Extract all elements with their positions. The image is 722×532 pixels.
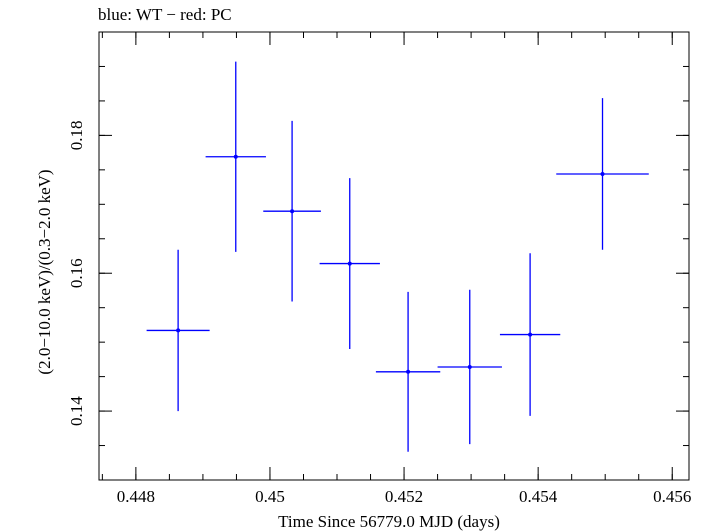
data-series [146, 61, 649, 452]
plot-frame [98, 31, 690, 481]
data-point [600, 171, 605, 176]
y-axis-label: (2.0−10.0 keV)/(0.3−2.0 keV) [35, 169, 54, 374]
data-point [406, 369, 411, 374]
y-tick-label: 0.14 [67, 396, 86, 426]
x-tick-label: 0.45 [255, 487, 285, 506]
y-tick-label: 0.18 [67, 121, 86, 151]
x-tick-label: 0.454 [519, 487, 558, 506]
tick-labels: 0.448 0.45 0.452 0.454 0.456 0.14 0.16 0.18 [67, 121, 691, 506]
x-tick-label: 0.456 [653, 487, 691, 506]
data-point [467, 364, 472, 369]
data-point [290, 209, 295, 214]
chart-title: blue: WT − red: PC [98, 5, 232, 24]
data-point [176, 328, 181, 333]
y-tick-label: 0.16 [67, 258, 86, 288]
x-tick-label: 0.452 [385, 487, 423, 506]
plot-border [98, 31, 690, 481]
data-series-group [146, 61, 649, 452]
x-tick-label: 0.448 [117, 487, 155, 506]
data-point [233, 154, 238, 159]
data-point [347, 261, 352, 266]
data-point [528, 332, 533, 337]
x-axis-label: Time Since 56779.0 MJD (days) [278, 512, 500, 531]
axis-ticks [99, 31, 689, 481]
